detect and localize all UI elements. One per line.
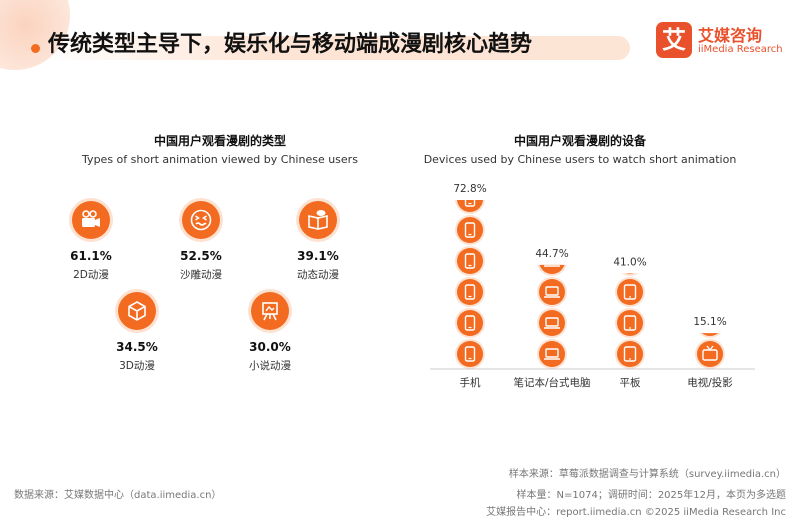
smartphone-icon [455,246,485,276]
type-item-3d: 34.5% 3D动漫 [97,292,177,373]
device-category-label: 电视/投影 [687,376,733,389]
tv-icon [695,339,725,369]
brand-name-cn: 艾媒咨询 [698,26,763,45]
easel-icon [251,292,289,330]
device-value-label: 15.1% [693,316,726,328]
tablet-icon [615,215,645,245]
type-label: 小说动漫 [249,360,291,372]
sample-source: 样本来源：草莓派数据调查与计算系统（survey.iimedia.cn） [508,469,786,480]
laptop-icon [537,215,567,245]
type-value: 30.0% [249,340,291,354]
device-bar-0 [455,200,485,369]
device-value-label: 72.8% [453,183,486,195]
type-item-novel: 30.0% 小说动漫 [230,292,310,373]
film-camera-icon [72,201,110,239]
tablet-icon [621,273,639,276]
type-item-2d: 61.1% 2D动漫 [51,201,131,282]
device-bar-2 [615,215,645,369]
type-label: 2D动漫 [73,269,109,281]
device-category-label: 手机 [460,376,481,389]
laptop-icon [537,277,567,307]
devices-chart-subtitle: Devices used by Chinese users to watch s… [423,153,737,166]
smartphone-icon [455,308,485,338]
device-bar-1 [537,215,567,369]
type-label: 沙雕动漫 [180,269,222,281]
device-value-label: 44.7% [535,248,568,260]
laptop-icon [537,264,567,276]
type-label: 动态动漫 [297,269,339,281]
brand: 艾 艾媒咨询 iiMedia Research [656,20,786,64]
type-value: 52.5% [180,249,222,263]
devices-chart-title: 中国用户观看漫剧的设备 [513,134,646,148]
tablet-icon [615,339,645,369]
device-value-label: 41.0% [613,256,646,268]
title-bullet [31,44,40,53]
device-category-label: 笔记本/台式电脑 [513,376,590,389]
type-value: 61.1% [70,249,112,263]
smartphone-icon [455,339,485,369]
tablet-icon [615,308,645,338]
smartphone-icon [455,200,485,214]
tv-icon [695,277,725,307]
smartphone-icon [455,277,485,307]
device-category-label: 平板 [620,376,641,389]
type-item-funny: 52.5% 沙雕动漫 [161,201,241,282]
types-chart-subtitle: Types of short animation viewed by Chine… [82,153,358,166]
type-label: 3D动漫 [119,360,155,372]
tablet-icon [615,277,645,307]
funny-face-icon [182,201,220,239]
type-value: 39.1% [297,249,339,263]
tv-icon [698,333,722,338]
laptop-icon [537,339,567,369]
type-item-dynamic: 39.1% 动态动漫 [278,201,358,282]
laptop-icon [537,308,567,338]
types-chart-title: 中国用户观看漫剧的类型 [153,134,286,148]
type-value: 34.5% [116,340,158,354]
brand-name-en: iiMedia Research [698,44,783,55]
open-book-chat-icon [299,201,337,239]
brand-logo-icon: 艾 [656,22,692,58]
device-bar-3 [695,277,725,369]
device-bar-chart: 72.8% 手机 44.7% 笔记本/台式电脑 41.0% 平板 15.1% 电视/投影 [430,183,755,389]
title-highlight-bar [40,36,630,60]
sample-info: 样本量：N=1074；调研时间：2025年12月，本页为多选题 [516,490,786,501]
page-title: 传统类型主导下，娱乐化与移动端成漫剧核心趋势 [48,32,533,57]
report-center: 艾媒报告中心：report.iimedia.cn ©2025 iiMedia R… [486,507,786,518]
cube-icon [118,292,156,330]
smartphone-icon [455,215,485,245]
data-source: 数据来源：艾媒数据中心（data.iimedia.cn） [14,490,222,501]
